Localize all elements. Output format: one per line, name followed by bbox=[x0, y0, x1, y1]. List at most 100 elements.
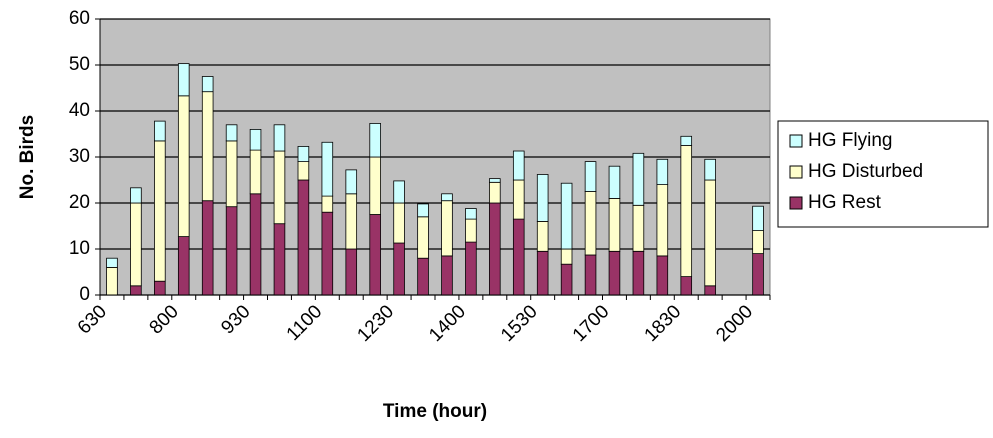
bar-segment bbox=[632, 152, 645, 206]
x-tick-label: 630 bbox=[74, 301, 111, 338]
bar-segment bbox=[536, 250, 549, 296]
bar-segment bbox=[560, 263, 573, 296]
bar-segment bbox=[704, 179, 716, 287]
bar-segment bbox=[273, 223, 286, 296]
bar-segment bbox=[106, 266, 118, 296]
bar-segment bbox=[201, 91, 214, 202]
bar-segment bbox=[465, 241, 477, 296]
bar-segment bbox=[584, 161, 597, 192]
bar-segment bbox=[465, 208, 477, 220]
bar-segment bbox=[249, 149, 262, 195]
bar-segment bbox=[393, 202, 405, 244]
bar-segment bbox=[680, 135, 693, 146]
bar-segment bbox=[441, 255, 453, 296]
bar-segment bbox=[297, 179, 310, 296]
y-tick-label: 50 bbox=[69, 54, 90, 75]
legend-label: HG Rest bbox=[808, 192, 882, 213]
bar-segment bbox=[656, 255, 669, 296]
bar-segment bbox=[201, 200, 214, 296]
x-tick-label: 1100 bbox=[283, 301, 327, 345]
bar-segment bbox=[632, 250, 645, 296]
bar-segment bbox=[369, 123, 381, 158]
bar-segment bbox=[154, 140, 166, 282]
bar-segment bbox=[177, 63, 190, 97]
x-tick-label: 800 bbox=[146, 301, 183, 338]
bar-segment bbox=[321, 195, 334, 213]
bar-segment bbox=[177, 236, 190, 296]
bar-segment bbox=[608, 197, 621, 252]
bar-segment bbox=[656, 184, 669, 257]
bar-segment bbox=[273, 124, 286, 152]
legend-swatch bbox=[789, 134, 803, 148]
x-tick-label: 1700 bbox=[569, 301, 614, 346]
bar-segment bbox=[417, 216, 429, 259]
bar-segment bbox=[249, 193, 262, 296]
bar-segment bbox=[177, 95, 190, 237]
bar-segment bbox=[201, 76, 214, 93]
bar-segment bbox=[680, 145, 693, 278]
bar-segment bbox=[512, 179, 525, 220]
y-tick-label: 30 bbox=[69, 146, 90, 167]
y-tick-label: 0 bbox=[79, 284, 90, 305]
bar-segment bbox=[345, 193, 358, 250]
legend-label: HG Flying bbox=[808, 130, 892, 151]
x-tick-label: 1230 bbox=[353, 301, 398, 346]
bar-segment bbox=[560, 182, 573, 250]
y-tick-label: 60 bbox=[69, 8, 90, 29]
legend-swatch bbox=[789, 165, 803, 179]
bar-segment bbox=[536, 220, 549, 252]
bar-segment bbox=[417, 257, 429, 296]
bar-segment bbox=[369, 214, 381, 296]
x-tick-label: 1530 bbox=[497, 301, 542, 346]
bar-segment bbox=[465, 218, 477, 243]
bar-segment bbox=[393, 180, 405, 204]
bar-segment bbox=[608, 250, 621, 296]
y-tick-label: 20 bbox=[69, 192, 90, 213]
x-tick-label: 1400 bbox=[425, 301, 470, 346]
legend-box bbox=[777, 120, 989, 228]
bar-segment bbox=[704, 285, 716, 296]
bar-segment bbox=[680, 276, 693, 296]
bar-segment bbox=[225, 206, 238, 296]
y-tick-label: 10 bbox=[69, 238, 90, 259]
bar-segment bbox=[584, 191, 597, 256]
bar-segment bbox=[297, 146, 310, 162]
bar-segment bbox=[417, 203, 429, 218]
bar-segment bbox=[584, 254, 597, 296]
bar-segment bbox=[441, 200, 453, 257]
x-tick-label: 2000 bbox=[712, 301, 757, 346]
bar-segment bbox=[393, 242, 405, 296]
bar-segment bbox=[608, 165, 621, 199]
x-axis-title: Time (hour) bbox=[383, 401, 487, 422]
bar-segment bbox=[345, 248, 358, 296]
x-tick-label: 1830 bbox=[641, 301, 686, 346]
bar-segment bbox=[560, 248, 573, 265]
x-tick-label: 930 bbox=[217, 301, 254, 338]
bar-segment bbox=[489, 202, 501, 296]
bar-segment bbox=[536, 174, 549, 222]
bar-segment bbox=[369, 156, 381, 215]
legend-label: HG Disturbed bbox=[808, 161, 923, 182]
bar-segment bbox=[321, 211, 334, 296]
bar-segment bbox=[225, 124, 238, 142]
legend-swatch bbox=[789, 196, 803, 210]
bar-segment bbox=[632, 204, 645, 252]
bar-segment bbox=[249, 128, 262, 151]
bar-segment bbox=[512, 150, 525, 181]
bar-segment bbox=[704, 158, 716, 181]
bar-segment bbox=[345, 169, 358, 195]
bar-segment bbox=[106, 257, 118, 268]
bar-segment bbox=[154, 120, 166, 142]
bar-segment bbox=[441, 193, 453, 202]
bar-segment bbox=[321, 141, 334, 197]
bar-segment bbox=[130, 187, 142, 204]
bar-segment bbox=[273, 150, 286, 225]
bar-segment bbox=[489, 178, 501, 183]
bar-segment bbox=[752, 253, 764, 296]
bar-segment bbox=[225, 140, 238, 208]
bar-segment bbox=[154, 280, 166, 296]
y-tick-label: 40 bbox=[69, 100, 90, 121]
bar-segment bbox=[489, 181, 501, 204]
bar-segment bbox=[130, 202, 142, 287]
